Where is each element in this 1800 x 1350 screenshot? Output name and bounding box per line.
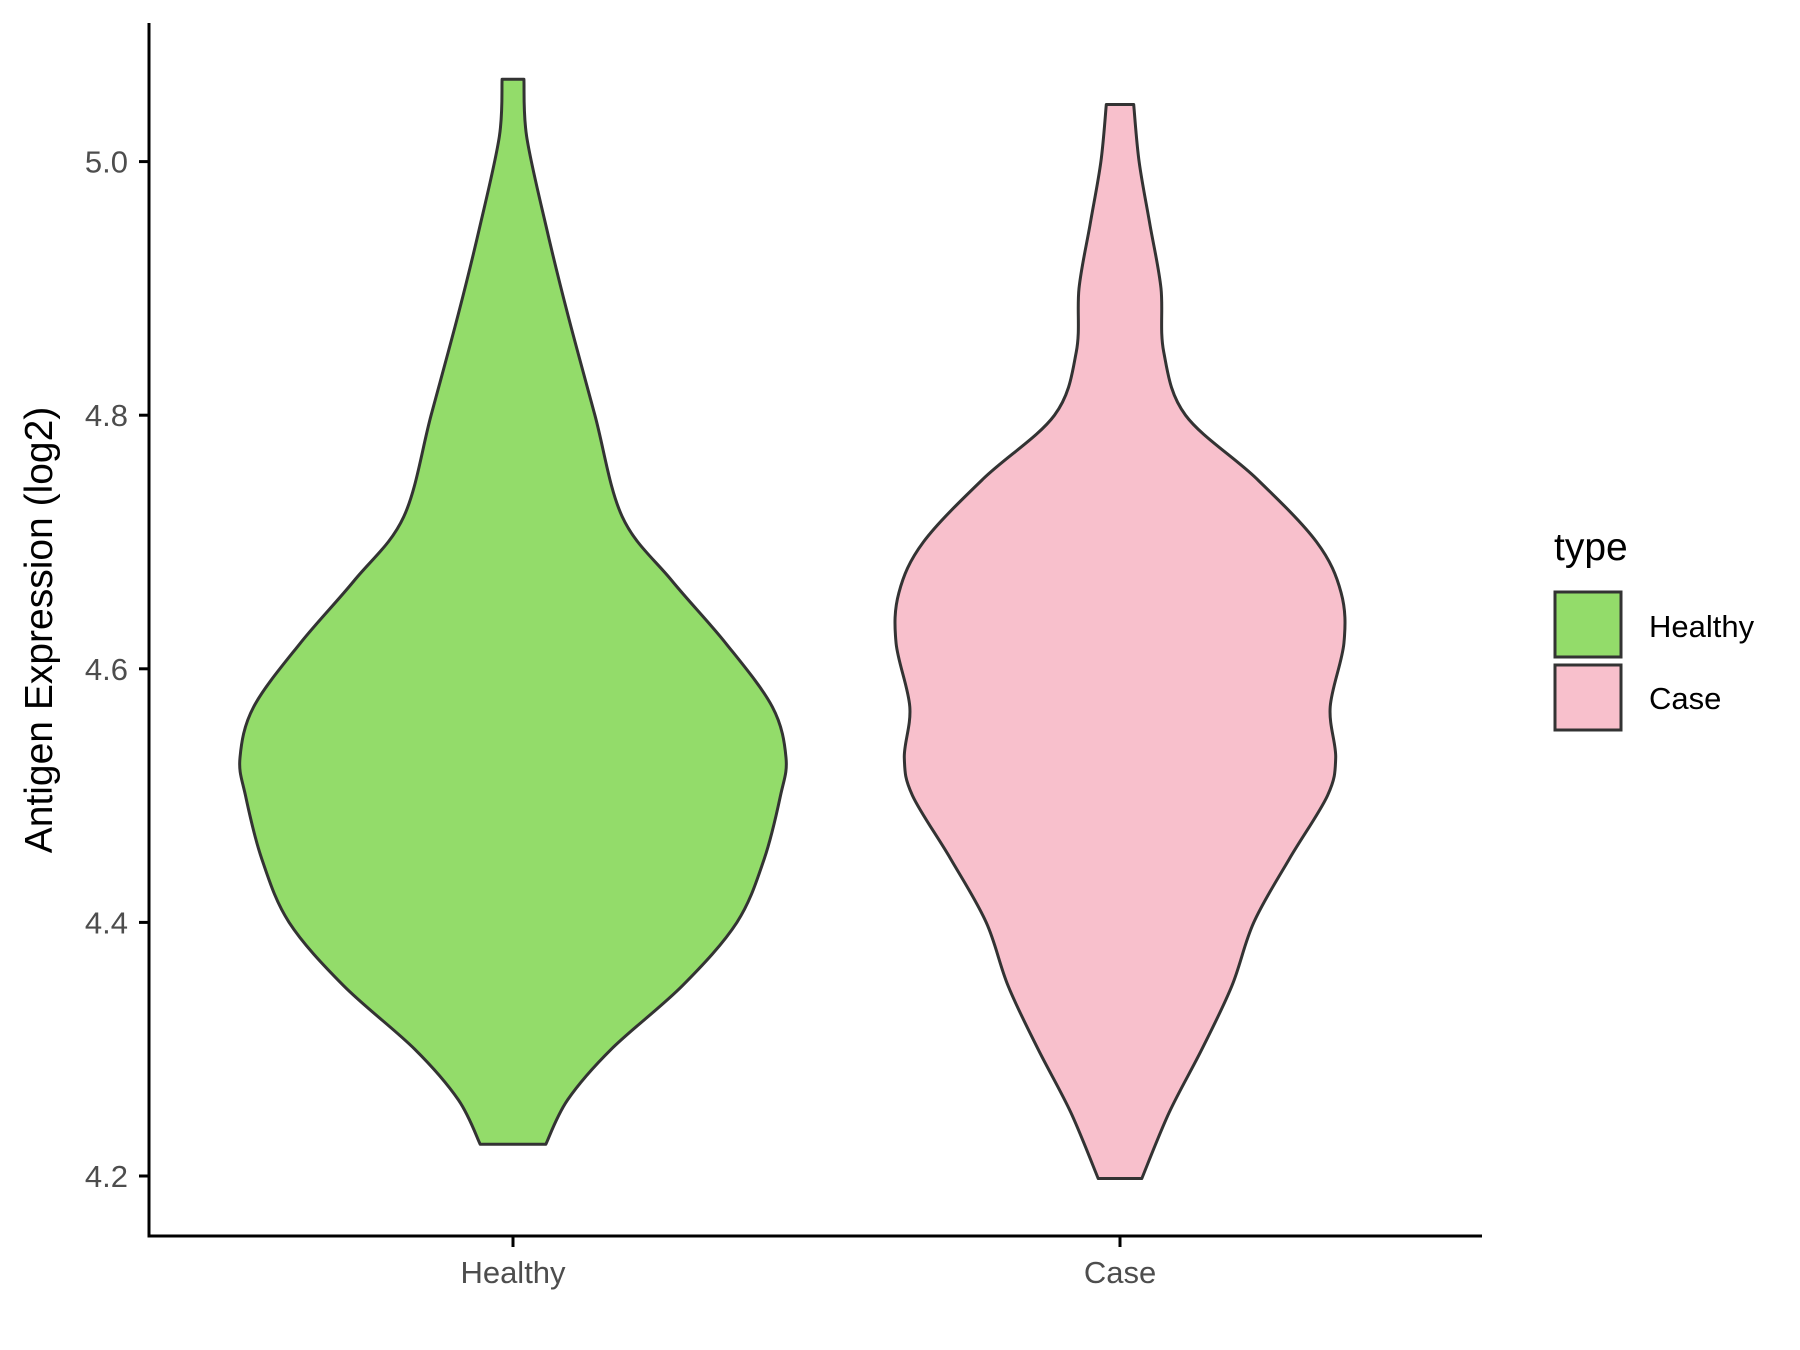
legend-label-healthy: Healthy — [1649, 609, 1755, 644]
y-tick-label: 4.8 — [85, 398, 128, 433]
legend-key-case — [1553, 663, 1623, 732]
y-tick-label: 4.4 — [85, 905, 128, 940]
legend-key-healthy — [1553, 590, 1623, 659]
legend: type Healthy Case — [1553, 526, 1755, 732]
y-tick-label: 4.6 — [85, 652, 128, 687]
y-ticks: 4.2 4.4 4.6 4.8 5.0 — [85, 145, 149, 1194]
y-tick-label: 4.2 — [85, 1159, 128, 1194]
plot-area: 4.2 4.4 4.6 4.8 5.0 Healthy Case — [85, 23, 1482, 1290]
y-tick-label: 5.0 — [85, 145, 128, 180]
x-tick-label: Healthy — [460, 1255, 566, 1290]
y-axis-title: Antigen Expression (log2) — [18, 407, 61, 854]
x-tick-label: Case — [1084, 1255, 1156, 1290]
x-ticks: Healthy Case — [460, 1236, 1156, 1290]
violin-case — [893, 103, 1347, 1180]
legend-title: type — [1554, 526, 1628, 569]
violin-healthy — [238, 77, 788, 1146]
legend-label-case: Case — [1649, 681, 1721, 716]
violins — [238, 77, 1347, 1180]
